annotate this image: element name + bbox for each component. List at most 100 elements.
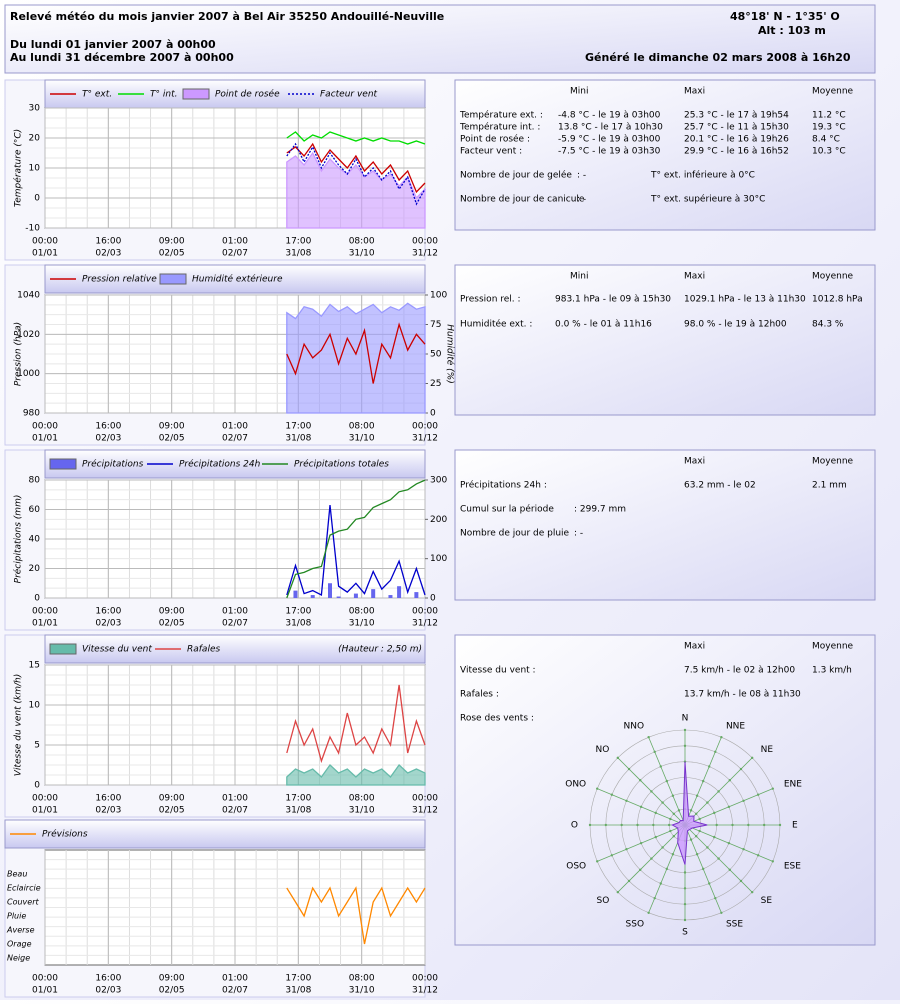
x-tick-time: 00:00 — [32, 607, 58, 617]
rose-dot — [647, 911, 650, 914]
rose-dot — [683, 744, 687, 748]
stat-cell: 98.0 % - le 19 à 12h00 — [684, 320, 787, 330]
stat-cell: 20.1 °C - le 16 à 19h26 — [684, 135, 789, 145]
x-tick-time: 09:00 — [159, 422, 185, 432]
rose-direction: E — [792, 821, 798, 831]
stat-cell: 11.2 °C — [812, 111, 846, 121]
stat-cell: Pression rel. : — [460, 295, 521, 305]
rose-dot — [698, 829, 701, 833]
rose-dot — [616, 890, 620, 894]
x-tick-date: 02/07 — [222, 434, 248, 444]
rose-dot — [683, 887, 687, 890]
x-tick-time: 00:00 — [32, 237, 58, 247]
rose-dot — [708, 765, 711, 768]
rose-dot — [742, 848, 745, 851]
x-tick-time: 16:00 — [95, 974, 121, 984]
stat-cell: : - — [577, 171, 586, 181]
rose-dot — [689, 838, 693, 841]
stat-cell: 29.9 °C - le 16 à 16h52 — [684, 147, 789, 157]
x-tick-date: 31/12 — [412, 986, 438, 996]
y-category-label: Eclaircie — [7, 884, 41, 893]
bar — [328, 583, 332, 598]
rose-dot — [654, 835, 657, 839]
period-to: Au lundi 31 décembre 2007 à 00h00 — [10, 51, 234, 64]
x-tick-date: 02/03 — [95, 619, 121, 629]
title: Relevé météo du mois janvier 2007 à Bel … — [10, 10, 444, 23]
x-tick-time: 01:00 — [222, 794, 248, 804]
column-header: Maxi — [684, 87, 705, 97]
y-category-label: Averse — [6, 926, 35, 935]
stat-cell: 19.3 °C — [812, 123, 846, 133]
bar — [336, 596, 341, 598]
x-tick-time: 00:00 — [412, 794, 438, 804]
y-tick-label: 1020 — [17, 330, 40, 340]
y-tick-label: 980 — [23, 409, 40, 419]
rose-dot — [713, 835, 716, 839]
x-tick-time: 09:00 — [159, 974, 185, 984]
stat-cell: T° ext. supérieure à 30°C — [650, 194, 765, 205]
x-tick-date: 01/01 — [32, 619, 58, 629]
legend-label: Point de rosée — [215, 89, 280, 100]
rose-dot — [778, 823, 782, 827]
column-header: Moyenne — [812, 457, 854, 467]
y2-tick-label: 25 — [430, 379, 441, 389]
legend-label: Vitesse du vent — [82, 645, 152, 655]
stat-cell: 25.3 °C - le 17 à 19h54 — [684, 111, 789, 121]
rose-dot — [715, 823, 718, 827]
rose-dot — [695, 794, 699, 797]
rose-dot — [706, 846, 709, 849]
stat-cell: Nombre de jour de pluie — [460, 529, 570, 539]
x-tick-time: 16:00 — [95, 237, 121, 247]
stats-panel — [454, 264, 876, 416]
rose-dot — [683, 871, 687, 874]
rose-dot — [713, 811, 716, 815]
x-tick-time: 01:00 — [222, 422, 248, 432]
bar — [388, 595, 393, 598]
x-tick-date: 02/07 — [222, 986, 248, 996]
x-tick-time: 00:00 — [32, 974, 58, 984]
rose-dot — [636, 823, 639, 827]
rose-dot — [672, 834, 676, 838]
y-category-label: Neige — [7, 954, 30, 963]
stat-cell: Température int. : — [459, 122, 540, 133]
rose-dot — [701, 867, 705, 871]
rose-dot — [728, 868, 731, 871]
y-axis-label: Vitesse du vent (km/h) — [14, 674, 24, 776]
x-tick-date: 31/10 — [349, 434, 375, 444]
x-tick-date: 01/01 — [32, 434, 58, 444]
rose-dot — [627, 767, 631, 771]
line — [286, 142, 426, 206]
rose-dot — [720, 911, 723, 914]
x-tick-date: 31/08 — [285, 434, 311, 444]
stat-cell: Rose des vents : — [460, 714, 534, 724]
rose-dot — [588, 823, 592, 827]
stat-cell: 13.7 km/h - le 08 à 11h30 — [684, 690, 801, 700]
x-tick-date: 31/10 — [349, 806, 375, 816]
y-axis-label: Température (°C) — [13, 129, 24, 207]
rose-direction: SSE — [726, 919, 743, 929]
rose-dot — [620, 823, 623, 827]
y-tick-label: 20 — [29, 134, 41, 144]
legend-label: Prévisions — [42, 829, 88, 840]
y-axis-label: Précipitations (mm) — [13, 495, 24, 584]
rose-dot — [742, 799, 745, 802]
rose-direction: ESE — [784, 861, 801, 871]
y-tick-label: 15 — [29, 661, 40, 671]
y-tick-label: 20 — [29, 564, 41, 574]
period-from: Du lundi 01 janvier 2007 à 00h00 — [10, 38, 216, 51]
x-tick-date: 31/10 — [349, 619, 375, 629]
x-tick-date: 31/12 — [412, 619, 438, 629]
stat-cell: 25.7 °C - le 11 à 15h30 — [684, 123, 789, 133]
rose-dot — [714, 750, 717, 754]
rose-dot — [610, 793, 614, 796]
y-category-label: Pluie — [7, 912, 26, 921]
rose-direction: NE — [761, 745, 774, 755]
rose-dot — [647, 736, 650, 739]
y2-tick-label: 200 — [430, 515, 447, 525]
rose-dot — [701, 779, 705, 783]
rose-direction: O — [571, 821, 578, 831]
x-tick-time: 00:00 — [32, 794, 58, 804]
stat-cell: -7.5 °C - le 19 à 03h30 — [558, 147, 661, 157]
rose-dot — [650, 857, 653, 860]
stat-cell: 1029.1 hPa - le 13 à 11h30 — [684, 295, 806, 305]
